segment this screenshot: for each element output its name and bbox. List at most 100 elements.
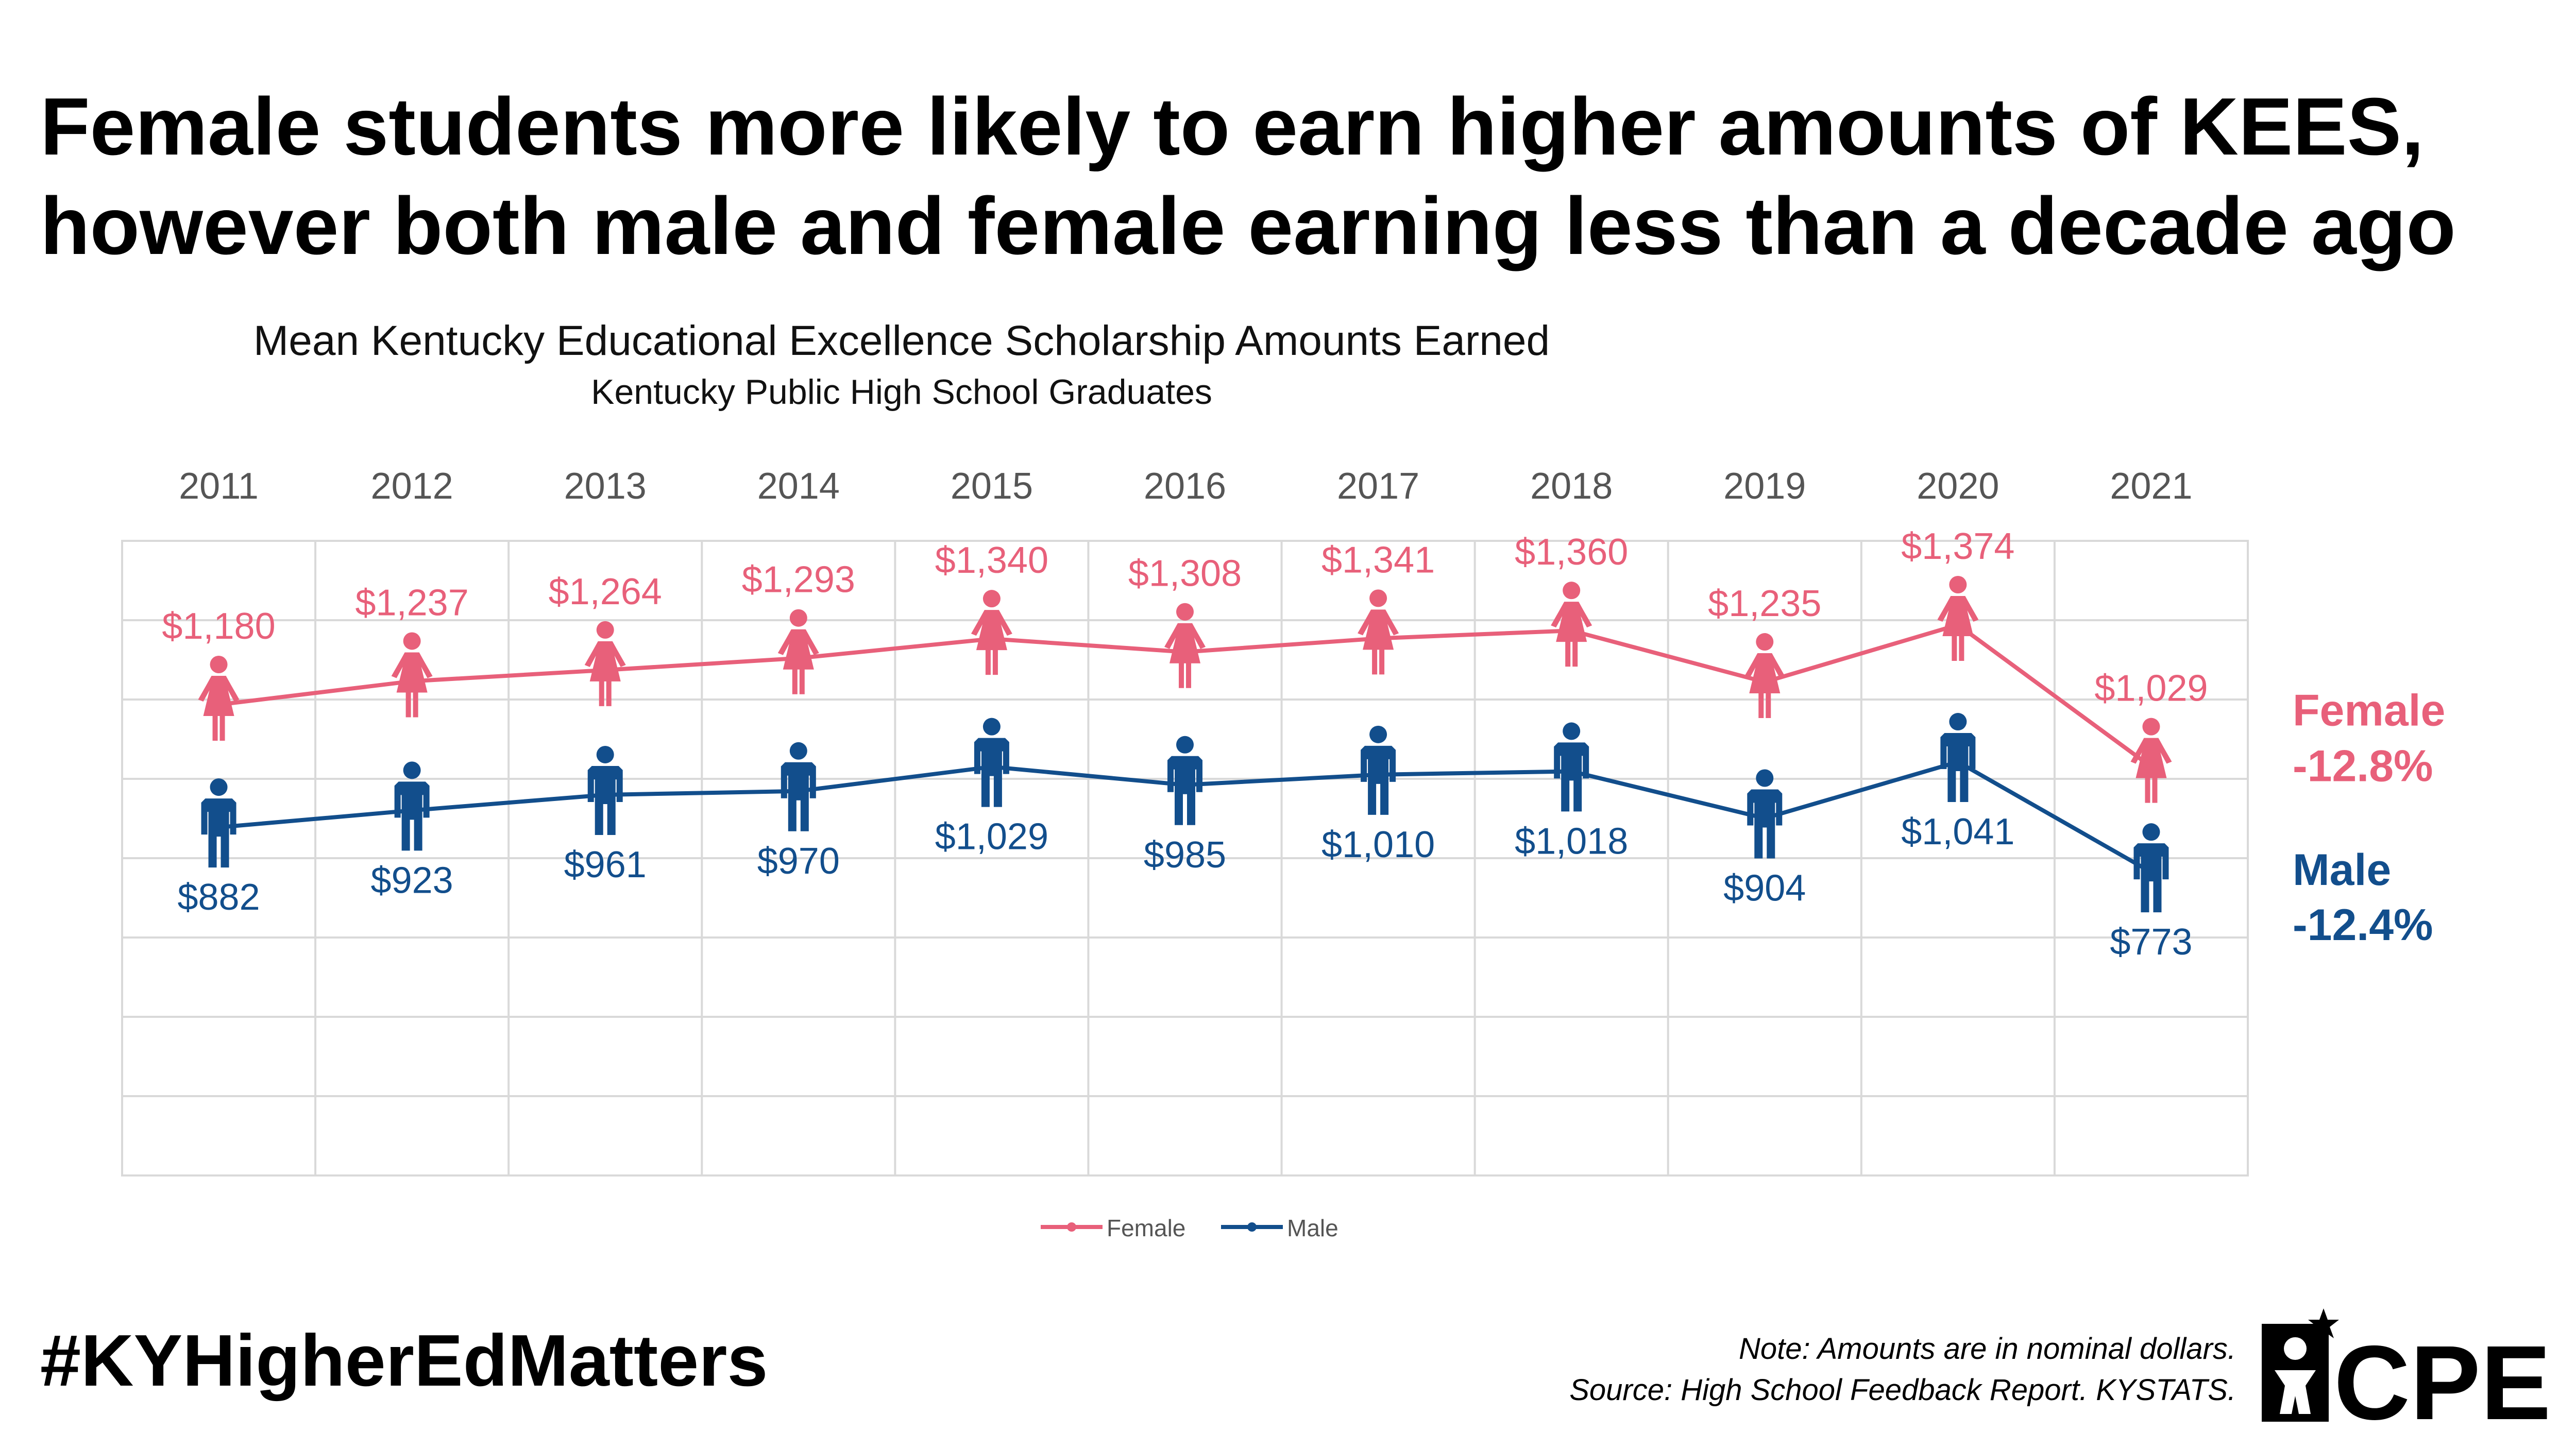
x-axis-labels: 2011 2012 2013 2014 2015 2016 2017 2018 2019 2020…: [179, 466, 2192, 507]
icon-head: [1369, 725, 1387, 743]
female-person-icon: [2130, 718, 2172, 803]
data-label: $1,237: [355, 582, 469, 623]
male-person-icon: [1940, 713, 1976, 803]
data-label: $923: [371, 860, 453, 901]
icon-body: [1361, 745, 1396, 815]
data-label: $1,029: [935, 816, 1048, 858]
icon-body: [1358, 609, 1399, 675]
change-label-name: Male: [2293, 845, 2391, 895]
cpe-logo: CPE: [2262, 1308, 2550, 1427]
change-label-value: -12.4%: [2293, 900, 2433, 950]
source-text: Source: High School Feedback Report. KYS…: [1569, 1373, 2236, 1407]
icon-head: [1563, 582, 1581, 600]
icon-body: [587, 765, 623, 835]
logo-text: CPE: [2334, 1324, 2550, 1427]
male-person-icon: [201, 778, 236, 868]
note-text: Note: Amounts are in nominal dollars.: [1739, 1332, 2236, 1366]
male-person-icon: [1554, 722, 1589, 812]
logo-head: [2284, 1337, 2307, 1360]
data-label: $1,374: [1901, 526, 2014, 567]
data-label: $1,041: [1901, 811, 2014, 853]
series-markers: [198, 576, 2172, 913]
data-label: $1,235: [1708, 583, 1821, 624]
legend-label: Female: [1107, 1215, 1185, 1241]
male-person-icon: [587, 745, 623, 835]
legend-marker: [1247, 1222, 1257, 1232]
female-person-icon: [391, 632, 433, 718]
chart-subtitle: Kentucky Public High School Graduates: [591, 372, 1212, 412]
data-label: $1,180: [162, 606, 275, 647]
icon-body: [201, 798, 236, 868]
female-person-icon: [1937, 576, 1979, 661]
legend: Female Male: [1041, 1215, 1338, 1241]
data-label: $904: [1723, 868, 1806, 909]
data-label: $985: [1144, 834, 1226, 876]
x-tick-label: 2020: [1917, 466, 1999, 507]
male-person-icon: [1361, 725, 1396, 815]
icon-body: [777, 629, 819, 694]
data-label: $1,018: [1515, 821, 1628, 862]
data-label: $773: [2110, 922, 2192, 963]
icon-head: [403, 761, 421, 779]
icon-head: [982, 718, 1001, 736]
icon-body: [198, 676, 240, 741]
icon-head: [1176, 736, 1194, 754]
data-label: $1,340: [935, 540, 1048, 581]
data-label: $970: [757, 841, 840, 882]
icon-body: [1747, 789, 1783, 859]
female-person-icon: [1358, 589, 1399, 675]
icon-body: [584, 641, 626, 706]
male-person-icon: [2133, 823, 2169, 913]
icon-body: [1940, 733, 1976, 803]
x-tick-label: 2014: [757, 466, 840, 507]
x-tick-label: 2019: [1723, 466, 1806, 507]
icon-head: [596, 621, 614, 639]
icon-head: [1563, 722, 1581, 740]
icon-head: [210, 656, 228, 673]
legend-label: Male: [1287, 1215, 1338, 1241]
data-label: $1,264: [549, 571, 662, 612]
logo-star: [2308, 1308, 2339, 1338]
icon-body: [974, 738, 1009, 807]
icon-head: [1369, 589, 1387, 607]
data-label: $882: [177, 877, 260, 918]
x-tick-label: 2012: [371, 466, 453, 507]
x-tick-label: 2011: [179, 466, 259, 507]
x-tick-label: 2018: [1530, 466, 1613, 507]
data-label: $1,308: [1128, 553, 1242, 594]
chart-title: Mean Kentucky Educational Excellence Sch…: [253, 317, 1550, 364]
icon-head: [1949, 576, 1967, 593]
data-labels: $1,180 $1,237 $1,264 $1,293 $1,340 $1,308 $1,3…: [162, 526, 2208, 963]
female-person-icon: [1744, 633, 1786, 719]
change-label-value: -12.8%: [2293, 742, 2433, 791]
data-label: $1,360: [1515, 532, 1628, 573]
headline-line-1: Female students more likely to earn high…: [40, 81, 2424, 172]
icon-head: [403, 632, 421, 650]
icon-head: [596, 745, 614, 763]
data-label: $1,341: [1321, 539, 1435, 581]
icon-body: [391, 652, 433, 718]
icon-body: [1164, 623, 1206, 688]
male-person-icon: [394, 761, 430, 851]
female-person-icon: [777, 609, 819, 694]
icon-head: [1176, 603, 1194, 621]
icon-head: [789, 609, 807, 627]
icon-body: [394, 781, 430, 851]
icon-head: [982, 590, 1001, 608]
icon-head: [789, 742, 807, 760]
headline: Female students more likely to earn high…: [40, 77, 2539, 276]
legend-marker: [1067, 1222, 1076, 1232]
logo-figure: [2275, 1370, 2316, 1414]
data-label: $1,293: [742, 559, 855, 601]
female-person-icon: [971, 590, 1012, 675]
male-person-icon: [781, 742, 816, 831]
icon-body: [781, 762, 816, 831]
data-label: $1,029: [2094, 668, 2208, 709]
x-tick-label: 2017: [1337, 466, 1419, 507]
icon-body: [971, 610, 1012, 675]
icon-body: [1167, 756, 1202, 825]
icon-body: [1937, 596, 1979, 661]
icon-head: [210, 778, 228, 796]
x-tick-label: 2016: [1144, 466, 1226, 507]
